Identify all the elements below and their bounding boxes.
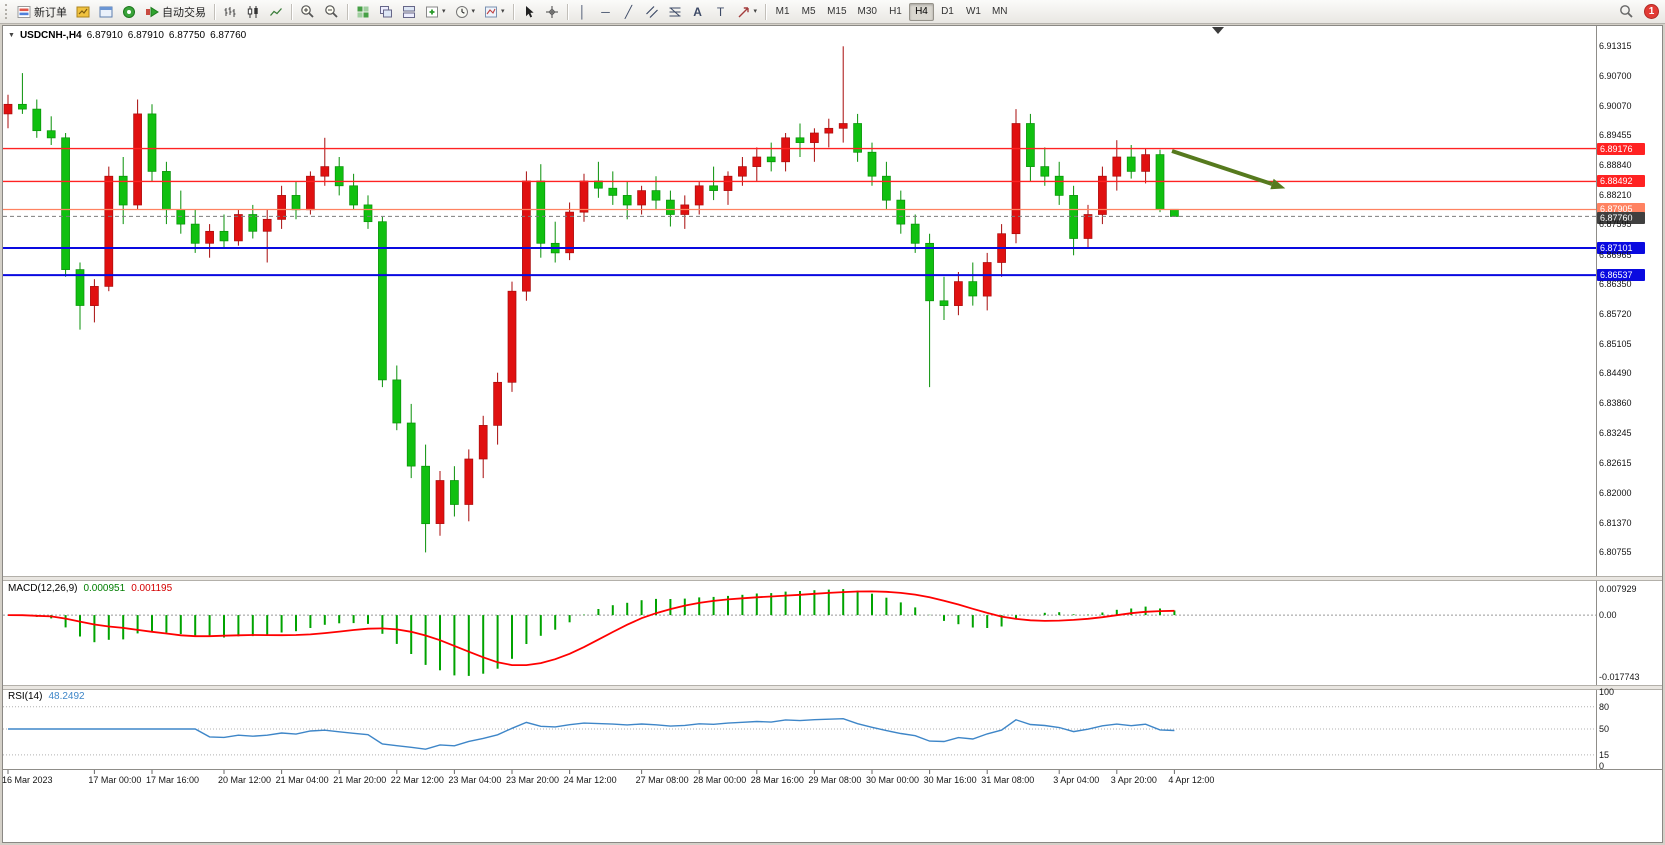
periods-clock-icon xyxy=(455,5,468,18)
periods-button[interactable]: ▾ xyxy=(451,2,480,22)
zoom-out-button[interactable] xyxy=(320,2,343,22)
autotrading-icon xyxy=(146,6,159,17)
macd-main-value: 0.000951 xyxy=(83,583,126,594)
cascade-windows-button[interactable] xyxy=(375,2,397,22)
crosshair-icon xyxy=(545,5,558,18)
candlestick-chart-button[interactable] xyxy=(242,2,264,22)
fibonacci-button[interactable] xyxy=(664,2,686,22)
text-tool-button[interactable]: A xyxy=(687,2,709,22)
candlestick-chart-icon xyxy=(247,5,258,18)
navigator-button[interactable] xyxy=(118,2,140,22)
cascade-windows-icon xyxy=(380,5,392,17)
bar-chart-button[interactable] xyxy=(219,2,241,22)
zoom-out-icon xyxy=(325,5,338,18)
vertical-line-button[interactable]: │ xyxy=(572,2,594,22)
indicators-button[interactable]: ▾ xyxy=(421,2,450,22)
new-order-label: 新订单 xyxy=(34,6,67,19)
market-watch-icon xyxy=(76,6,90,17)
chart-window xyxy=(2,25,1663,843)
fibonacci-icon xyxy=(669,7,681,16)
trendline-icon: ╱ xyxy=(624,4,633,19)
pane-divider-macd[interactable] xyxy=(3,576,1662,581)
macd-signal-value: 0.001195 xyxy=(131,583,173,594)
symbol-dropdown-icon[interactable]: ▼ xyxy=(8,32,15,39)
toolbar-separator xyxy=(347,3,348,20)
market-watch-button[interactable] xyxy=(72,2,94,22)
text-label-button[interactable]: T xyxy=(710,2,732,22)
toolbar-separator xyxy=(214,3,215,20)
text-tool-icon: A xyxy=(693,4,702,19)
tf-button-m1[interactable]: M1 xyxy=(775,6,790,17)
macd-indicator-label: MACD(12,26,9) 0.000951 0.001195 xyxy=(8,583,172,594)
ohlc-low-value: 6.87750 xyxy=(168,30,206,41)
timeframe-toolbar: M1 M5 M15 M30 H1 H4 D1 W1 MN xyxy=(770,2,1012,21)
templates-icon xyxy=(485,6,498,17)
tf-button-m15[interactable]: M15 xyxy=(827,6,847,17)
arrows-caret-icon: ▾ xyxy=(753,8,758,15)
rsi-name: RSI(14) xyxy=(8,691,43,702)
templates-caret-icon: ▾ xyxy=(501,8,505,15)
arrange-windows-icon xyxy=(403,5,415,18)
rsi-value: 48.2492 xyxy=(48,691,85,702)
templates-button[interactable]: ▾ xyxy=(480,2,509,22)
time-axis-separator xyxy=(3,769,1662,770)
cursor-icon xyxy=(525,5,534,17)
tile-windows-button[interactable] xyxy=(352,2,374,22)
search-icon xyxy=(1620,5,1633,18)
toolbar-separator xyxy=(291,3,292,20)
toolbar-separator xyxy=(512,3,514,20)
text-label-icon: T xyxy=(716,4,725,19)
cursor-button[interactable] xyxy=(518,2,540,22)
indicators-caret-icon: ▾ xyxy=(442,8,446,15)
line-chart-button[interactable] xyxy=(265,2,287,22)
crosshair-button[interactable] xyxy=(541,2,563,22)
zoom-in-button[interactable] xyxy=(296,2,319,22)
arrange-windows-button[interactable] xyxy=(398,2,420,22)
horizontal-line-icon: ─ xyxy=(601,4,610,19)
navigator-icon xyxy=(123,5,135,18)
horizontal-line-button[interactable]: ─ xyxy=(595,2,617,22)
tf-button-h1[interactable]: H1 xyxy=(889,6,902,17)
tf-button-mn[interactable]: MN xyxy=(991,6,1008,17)
search-button[interactable] xyxy=(1615,2,1638,22)
price-axis-separator xyxy=(1596,26,1597,770)
ohlc-high-value: 6.87910 xyxy=(127,30,164,41)
arrows-tool-icon xyxy=(738,6,749,17)
tf-button-m30[interactable]: M30 xyxy=(857,6,877,17)
notification-badge[interactable]: 1 xyxy=(1644,4,1659,19)
toolbar-separator xyxy=(765,3,767,20)
periods-caret-icon: ▾ xyxy=(471,8,476,15)
data-window-button[interactable] xyxy=(95,2,117,22)
macd-name: MACD(12,26,9) xyxy=(8,583,78,594)
autotrading-button[interactable]: 自动交易 xyxy=(141,2,210,22)
tf-button-h4[interactable]: H4 xyxy=(908,2,934,21)
trendline-button[interactable]: ╱ xyxy=(618,2,640,22)
ohlc-open-value: 6.87910 xyxy=(86,30,123,41)
new-order-button[interactable]: 新订单 xyxy=(13,2,71,22)
rsi-indicator-label: RSI(14) 48.2492 xyxy=(8,691,85,702)
tile-windows-icon xyxy=(357,6,369,17)
main-toolbar: 新订单 自动交易 ▾ ▾ xyxy=(0,0,1665,24)
bar-chart-icon xyxy=(224,6,236,17)
data-window-icon xyxy=(99,6,113,17)
toolbar-separator xyxy=(566,3,568,20)
autotrading-label: 自动交易 xyxy=(162,6,206,19)
toolbar-right: 1 xyxy=(1615,2,1661,22)
vertical-line-icon: │ xyxy=(578,4,587,19)
arrows-button[interactable]: ▾ xyxy=(733,2,762,22)
indicators-icon xyxy=(426,6,438,17)
tf-button-d1[interactable]: D1 xyxy=(941,6,954,17)
new-order-icon xyxy=(17,5,31,18)
chart-symbol-label: USDCNH-,H4 xyxy=(19,30,82,41)
zoom-in-icon xyxy=(301,5,314,18)
pane-divider-rsi[interactable] xyxy=(3,685,1662,690)
tf-button-m5[interactable]: M5 xyxy=(801,6,816,17)
toolbar-grip[interactable] xyxy=(5,4,9,19)
channel-button[interactable] xyxy=(641,2,663,22)
ohlc-close-value: 6.87760 xyxy=(210,30,247,41)
channel-icon xyxy=(645,5,658,18)
line-chart-icon xyxy=(270,7,282,16)
tf-button-w1[interactable]: W1 xyxy=(965,6,981,17)
chart-title: ▼ USDCNH-,H4 6.87910 6.87910 6.87750 6.8… xyxy=(8,30,246,41)
